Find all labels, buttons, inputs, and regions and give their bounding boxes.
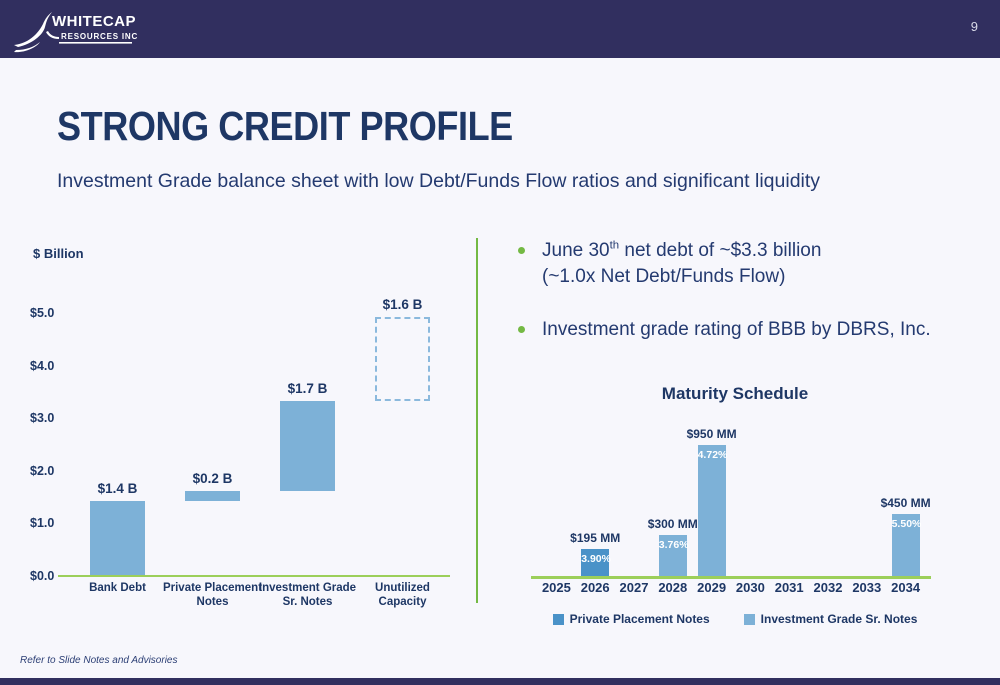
waterfall-bar bbox=[185, 490, 240, 502]
maturity-schedule-chart: Maturity Schedule 3.90% $195 MM 3.76% $300 … bbox=[500, 384, 970, 646]
year-label: 2034 bbox=[891, 580, 921, 595]
x-axis-line bbox=[531, 576, 931, 579]
maturity-bar: 4.72% bbox=[697, 444, 728, 576]
year-axis-labels: 2025 2026 2027 2028 2029 2030 2031 2032 2033 2034 bbox=[537, 580, 925, 598]
page-number: 9 bbox=[970, 19, 978, 34]
y-tick-label: $1.0 bbox=[30, 516, 55, 531]
legend-swatch bbox=[552, 613, 564, 625]
x-axis-line bbox=[58, 575, 450, 577]
year-label: 2026 bbox=[580, 580, 610, 595]
logo-name: WHITECAP bbox=[52, 13, 136, 30]
coupon-label: 3.76% bbox=[658, 538, 689, 551]
waterfall-category-labels: Bank Debt Private Placement Notes Investme… bbox=[70, 582, 450, 622]
bar-value-label: $450 MM bbox=[880, 495, 931, 510]
y-tick-label: $2.0 bbox=[30, 463, 55, 478]
maturity-plot: 3.90% $195 MM 3.76% $300 MM 4.72% $950 MM 5.50… bbox=[531, 401, 931, 579]
year-label: 2032 bbox=[813, 580, 843, 595]
coupon-label: 3.90% bbox=[581, 553, 611, 566]
slide-subtitle: Investment Grade balance sheet with low … bbox=[57, 170, 821, 192]
category-label: Private Placement Notes bbox=[162, 582, 263, 608]
y-tick-label: $5.0 bbox=[30, 306, 55, 320]
bar-value-label: $0.2 B bbox=[192, 470, 233, 486]
vertical-divider bbox=[476, 238, 478, 603]
wave-swoosh-icon-2 bbox=[14, 42, 40, 53]
whitecap-logo: WHITECAP RESOURCES INC bbox=[14, 12, 138, 53]
category-label: Bank Debt bbox=[89, 582, 146, 594]
header-band: WHITECAP RESOURCES INC 9 bbox=[0, 0, 1000, 58]
y-tick-label: $0.0 bbox=[30, 569, 55, 583]
logo-underline bbox=[59, 42, 132, 44]
footer-note: Refer to Slide Notes and Advisories bbox=[20, 655, 178, 666]
slide-title: STRONG CREDIT PROFILE bbox=[57, 103, 513, 149]
maturity-bar: 3.76% bbox=[658, 534, 689, 576]
legend-item: Investment Grade Sr. Notes bbox=[743, 612, 918, 626]
logo-subname: RESOURCES INC bbox=[61, 32, 138, 41]
category-label: Investment Grade Sr. Notes bbox=[258, 582, 357, 608]
bullet-icon bbox=[518, 326, 525, 334]
year-label: 2030 bbox=[735, 580, 765, 595]
y-axis-label: $ Billion bbox=[33, 246, 84, 261]
footer-band bbox=[0, 678, 1000, 685]
bullet-text: Investment grade rating of BBB by DBRS, … bbox=[542, 319, 931, 341]
year-label: 2028 bbox=[658, 580, 688, 595]
maturity-bar: 3.90% bbox=[581, 549, 611, 576]
bullet-rating: Investment grade rating of BBB by DBRS, … bbox=[516, 317, 976, 343]
legend-label: Investment Grade Sr. Notes bbox=[760, 612, 918, 626]
bar-value-label: $1.6 B bbox=[382, 297, 423, 313]
waterfall-bar bbox=[375, 317, 430, 402]
legend-item: Private Placement Notes bbox=[552, 612, 710, 626]
bullet-icon bbox=[518, 247, 525, 254]
year-label: 2025 bbox=[541, 580, 571, 595]
coupon-label: 4.72% bbox=[697, 448, 728, 461]
year-label: 2027 bbox=[619, 580, 649, 595]
legend-swatch bbox=[743, 613, 755, 625]
waterfall-plot: $0.0 $1.0 $2.0 $3.0 $4.0 $5.0 $1.4 B $0.2 B $1.7… bbox=[30, 295, 450, 583]
legend-label: Private Placement Notes bbox=[569, 612, 710, 626]
waterfall-bar bbox=[280, 401, 335, 491]
bar-value-label: $300 MM bbox=[647, 516, 698, 531]
waterfall-bar bbox=[90, 501, 145, 575]
wave-swoosh-icon bbox=[14, 12, 52, 47]
wave-swoosh-icon-3 bbox=[46, 31, 59, 39]
bullet-text: June 30th net debt of ~$3.3 billion bbox=[542, 239, 822, 261]
bullet-net-debt: June 30th net debt of ~$3.3 billion (~1.… bbox=[516, 238, 976, 290]
debt-capacity-chart: $ Billion $0.0 $1.0 $2.0 $3.0 $4.0 $5.0 $1.4 B… bbox=[30, 238, 465, 640]
maturity-bar: 5.50% bbox=[891, 513, 922, 576]
bar-value-label: $195 MM bbox=[570, 531, 621, 546]
category-label: Unutilized Capacity bbox=[375, 582, 430, 608]
chart-title: Maturity Schedule bbox=[661, 384, 809, 403]
bullet-text-line2: (~1.0x Net Debt/Funds Flow) bbox=[542, 266, 786, 288]
chart-legend: Private Placement Notes Investment Grade … bbox=[500, 612, 970, 626]
year-label: 2033 bbox=[852, 580, 882, 595]
bar-value-label: $950 MM bbox=[686, 426, 737, 441]
y-tick-label: $3.0 bbox=[30, 411, 55, 426]
bar-value-label: $1.4 B bbox=[97, 481, 138, 497]
bullet-list: June 30th net debt of ~$3.3 billion (~1.… bbox=[516, 238, 976, 371]
y-tick-label: $4.0 bbox=[30, 358, 55, 373]
bar-value-label: $1.7 B bbox=[287, 381, 328, 397]
year-label: 2029 bbox=[697, 580, 727, 595]
year-label: 2031 bbox=[774, 580, 804, 595]
coupon-label: 5.50% bbox=[891, 517, 922, 530]
